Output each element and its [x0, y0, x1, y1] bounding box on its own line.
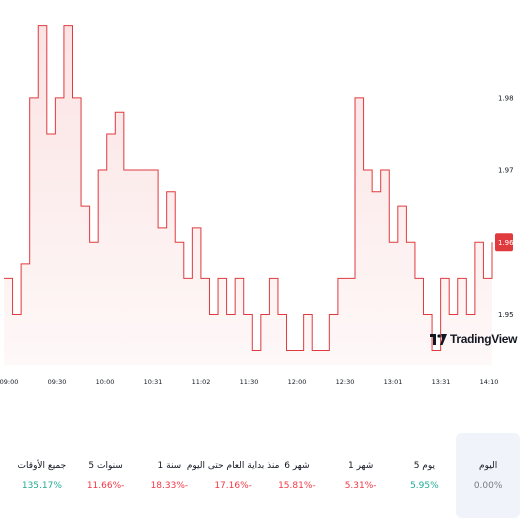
period-label: جميع الأوقات	[17, 460, 67, 471]
x-axis-tick-label: 10:31	[144, 378, 163, 386]
period-tab[interactable]: 1 سنة 18.33%-	[138, 433, 202, 518]
price-chart-svg[interactable]: 1.98 1.97 1.95 1.96 09:00 09:30 10:00 10:31 11:0…	[0, 0, 520, 395]
current-price-tag	[495, 233, 513, 252]
period-change-value: 0.00%	[473, 480, 503, 491]
x-axis-tick-label: 09:00	[0, 378, 18, 386]
tradingview-wordmark: TradingView	[450, 332, 518, 346]
period-label: منذ بداية العام حتى اليوم	[186, 460, 280, 471]
price-line	[4, 25, 493, 352]
period-change-value: 17.16%-	[214, 480, 252, 491]
x-axis-tick-label: 12:30	[336, 378, 355, 386]
period-tab[interactable]: 5 سنوات 11.66%-	[74, 433, 138, 518]
period-tab[interactable]: 1 شهر 5.31%-	[329, 433, 393, 518]
period-change-value: 135.17%	[21, 480, 62, 491]
period-change-value: 18.33%-	[150, 480, 189, 491]
tradingview-logo-icon	[430, 333, 447, 345]
period-change-value: 11.66%-	[86, 480, 125, 491]
period-tab[interactable]: 5 يوم 5.95%	[393, 433, 457, 518]
current-price-label: 1.96	[498, 239, 514, 247]
price-area-fill	[4, 25, 492, 365]
period-tab[interactable]: 6 شهر 15.81%-	[265, 433, 329, 518]
period-label: 1 شهر	[348, 460, 374, 471]
x-axis-tick-label: 09:30	[48, 378, 67, 386]
period-tab[interactable]: جميع الأوقات 135.17%	[10, 433, 74, 518]
period-tab[interactable]: منذ بداية العام حتى اليوم 17.16%-	[187, 433, 280, 518]
period-change-value: 5.95%	[410, 480, 439, 491]
period-tab[interactable]: اليوم 0.00%	[456, 433, 520, 518]
x-axis-tick-label: 11:30	[240, 378, 259, 386]
x-axis-tick-label: 13:31	[432, 378, 451, 386]
price-chart[interactable]: 1.98 1.97 1.95 1.96 09:00 09:30 10:00 10:31 11:0…	[0, 0, 520, 395]
y-axis-tick-label: 1.95	[498, 311, 514, 319]
period-label: 6 شهر	[284, 460, 310, 471]
period-label: اليوم	[479, 460, 498, 471]
y-axis-tick-label: 1.98	[498, 94, 514, 102]
period-label: 5 سنوات	[88, 460, 123, 471]
x-axis-tick-label: 11:02	[192, 378, 211, 386]
x-axis-tick-label: 12:00	[288, 378, 307, 386]
performance-periods: اليوم 0.00% 5 يوم 5.95% 1 شهر 5.31%- 6 شهر 15.8…	[10, 433, 520, 518]
period-change-value: 5.31%-	[344, 480, 377, 491]
period-label: 1 سنة	[157, 460, 182, 471]
x-axis-tick-label: 10:00	[96, 378, 115, 386]
x-axis-tick-label: 14:10	[480, 378, 499, 386]
y-axis-tick-label: 1.97	[498, 167, 514, 175]
period-change-value: 15.81%-	[278, 480, 316, 491]
tradingview-watermark: TradingView	[430, 332, 517, 346]
x-axis-tick-label: 13:01	[384, 378, 403, 386]
period-label: 5 يوم	[413, 460, 436, 471]
